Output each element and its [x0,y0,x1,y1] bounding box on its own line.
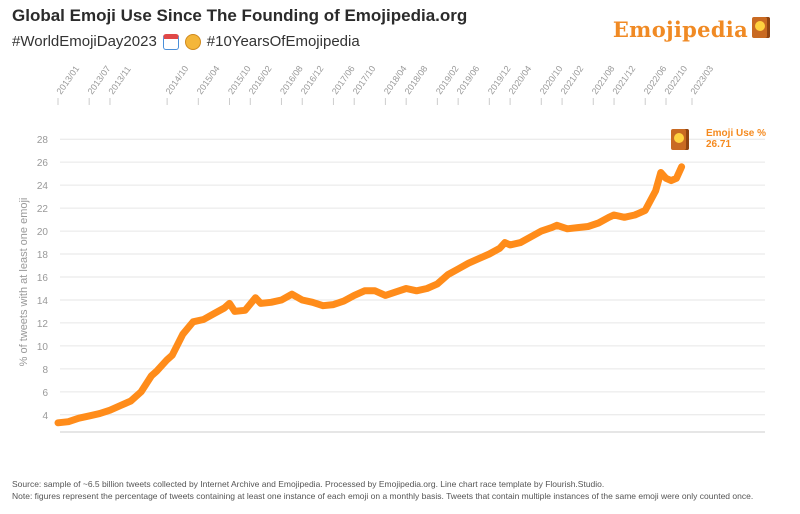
y-tick-label: 6 [42,388,48,399]
chart-grid [60,138,765,433]
x-tick-label: 2014/10 [164,64,191,96]
emojipedia-book-icon [752,17,770,38]
x-tick-label: 2023/03 [688,64,715,96]
hashtag-world-emoji-day: #WorldEmojiDay2023 [12,33,157,50]
footer-note: Note: figures represent the percentage o… [12,491,754,501]
partying-face-icon [184,33,201,50]
y-tick-label: 24 [37,181,49,192]
y-tick-label: 4 [42,411,48,422]
x-tick-label: 2013/01 [54,64,81,96]
y-tick-label: 20 [37,227,49,238]
series-end-book-icon [671,129,689,150]
hashtag-10-years: #10YearsOfEmojipedia [206,33,360,50]
x-tick-label: 2015/04 [195,64,222,96]
series-line-emoji-use [54,163,686,427]
chart-title: Global Emoji Use Since The Founding of E… [12,6,468,25]
y-tick-label: 18 [37,250,49,261]
y-axis-label: % of tweets with at least one emoji [18,198,30,367]
brand-logo-text: Emojipedia [612,17,748,42]
series-end-value: 26.71 [706,139,732,150]
y-tick-label: 26 [37,158,49,169]
y-tick-label: 22 [37,204,49,215]
y-tick-label: 12 [37,319,49,330]
y-tick-label: 10 [37,342,49,353]
y-tick-label: 16 [37,273,49,284]
y-tick-label: 8 [42,365,48,376]
series-name-label: Emoji Use % [706,128,767,139]
footer-source: Source: sample of ~6.5 billion tweets co… [12,479,605,489]
calendar-icon [162,33,179,50]
y-tick-label: 28 [37,135,49,146]
y-tick-label: 14 [37,296,49,307]
y-axis-ticks: 4 6 8 10 12 14 16 18 20 22 24 26 28 [37,135,49,422]
subtitle-hashtags: #WorldEmojiDay2023 #10YearsOfEmojipedia [12,33,360,50]
series-end-label: Emoji Use % 26.71 [706,128,766,150]
